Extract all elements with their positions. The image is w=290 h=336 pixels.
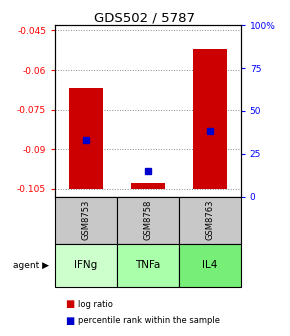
Text: GSM8753: GSM8753: [81, 200, 90, 240]
Text: log ratio: log ratio: [78, 300, 113, 308]
Text: TNFa: TNFa: [135, 260, 161, 270]
Bar: [69, 88, 103, 188]
Text: GDS502 / 5787: GDS502 / 5787: [95, 12, 195, 25]
Text: GSM8758: GSM8758: [143, 200, 153, 240]
Text: GSM8763: GSM8763: [205, 200, 214, 240]
Text: IFNg: IFNg: [75, 260, 98, 270]
Text: IL4: IL4: [202, 260, 218, 270]
Bar: [193, 49, 227, 188]
Text: ■: ■: [65, 316, 74, 326]
Text: ■: ■: [65, 299, 74, 309]
Bar: [131, 183, 165, 188]
Text: percentile rank within the sample: percentile rank within the sample: [78, 317, 220, 325]
Text: agent ▶: agent ▶: [13, 261, 49, 270]
